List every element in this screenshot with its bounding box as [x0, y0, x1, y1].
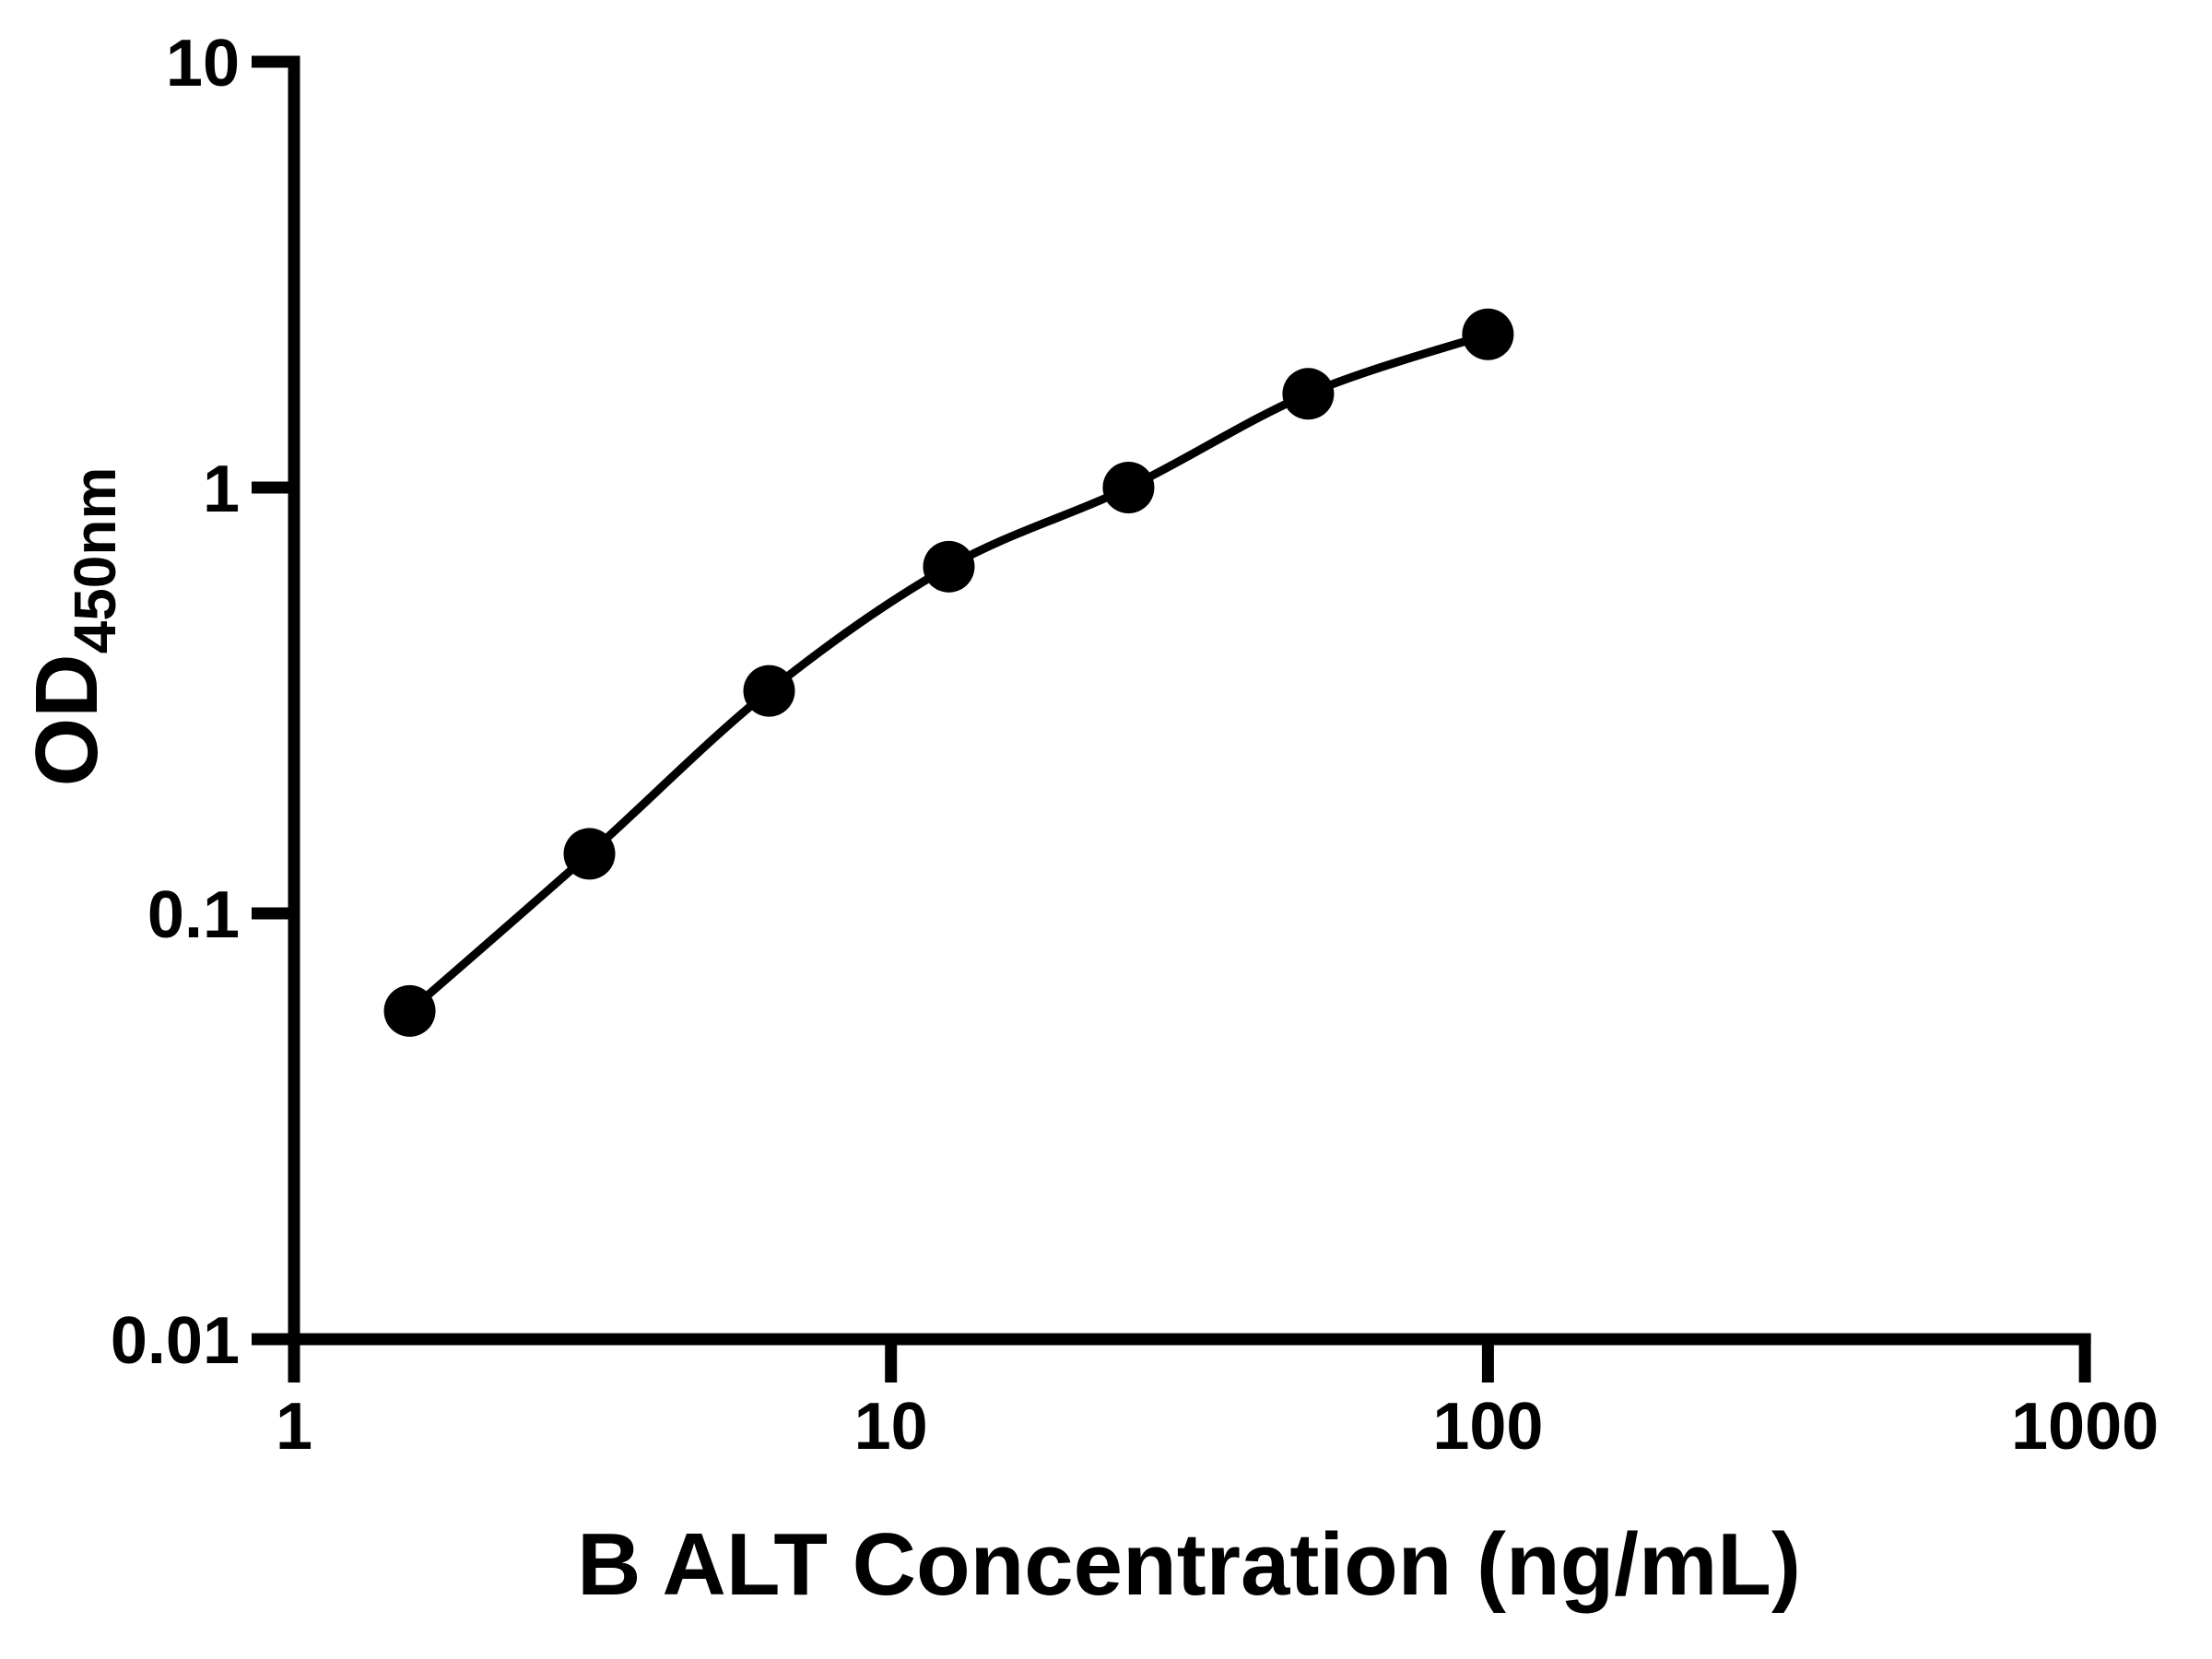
tick-labels: 10 1 0.1 0.01 1 10 100 1000	[111, 27, 2159, 1464]
data-series	[383, 308, 1514, 1037]
y-axis-title: OD450nm	[18, 467, 128, 787]
x-axis-title: B ALT Concentration (ng/mL)	[577, 1515, 1801, 1614]
y-axis-title-main: OD	[18, 653, 116, 786]
x-tick-label: 100	[1432, 1390, 1543, 1464]
data-point	[1282, 368, 1335, 420]
axes	[252, 55, 2091, 1382]
x-tick-label: 10	[854, 1390, 928, 1464]
data-point	[1102, 462, 1155, 513]
y-tick-label: 1	[203, 453, 240, 526]
data-point	[1462, 308, 1514, 360]
y-axis-title-sub: 450nm	[62, 467, 128, 654]
y-tick-label: 0.1	[147, 878, 240, 952]
x-tick-label: 1	[276, 1390, 312, 1464]
fit-curve	[406, 330, 1489, 1015]
tick-marks	[252, 55, 2091, 1382]
x-tick-label: 1000	[2011, 1390, 2159, 1464]
data-point	[563, 828, 616, 880]
data-point	[383, 984, 436, 1037]
y-tick-label: 0.01	[111, 1304, 240, 1378]
data-point	[923, 540, 975, 593]
y-tick-label: 10	[166, 27, 240, 100]
data-point	[743, 665, 795, 717]
